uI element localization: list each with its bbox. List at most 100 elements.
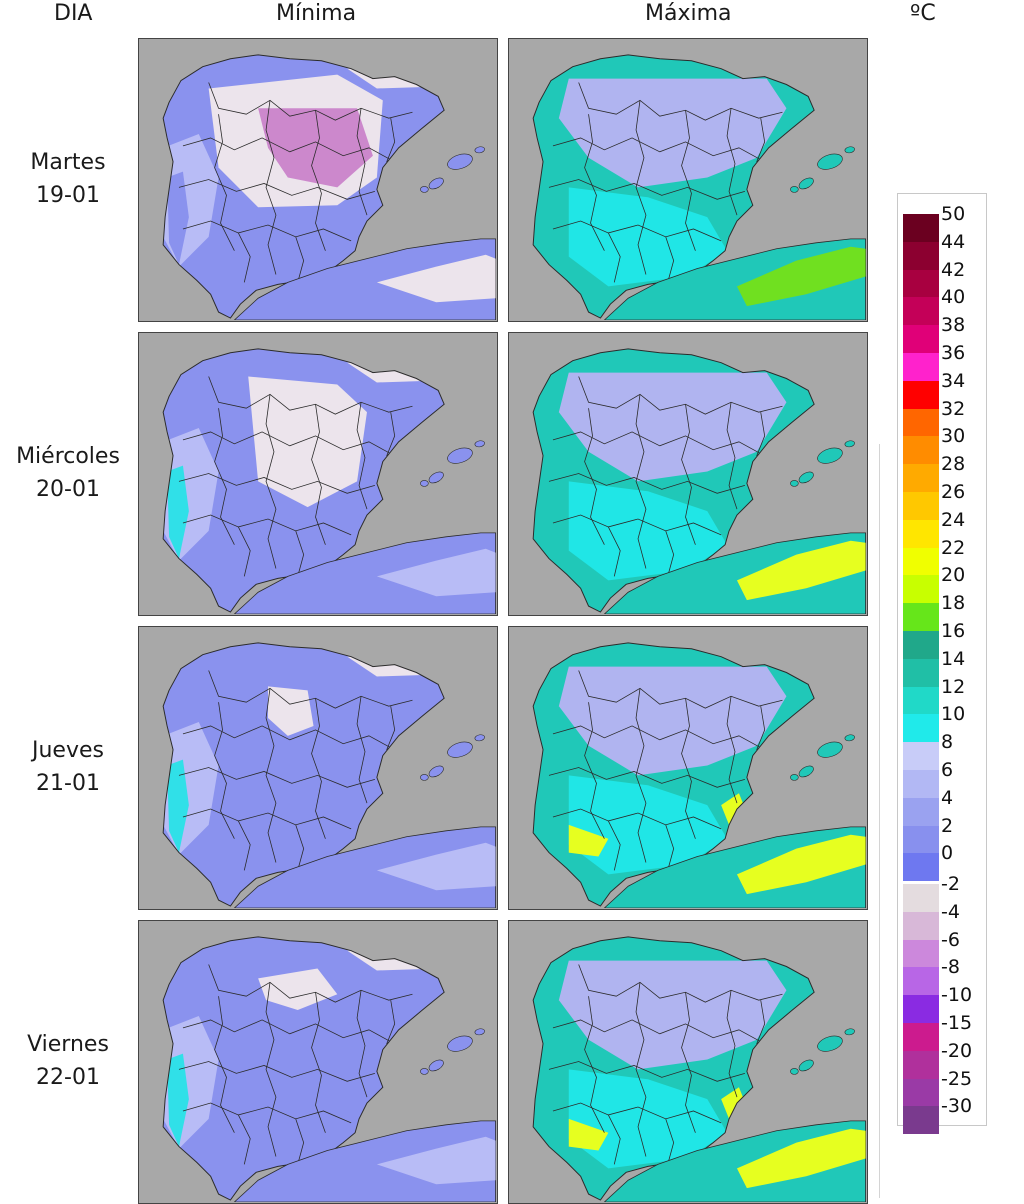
legend-swatch bbox=[903, 995, 939, 1024]
legend-label: 24 bbox=[941, 508, 966, 531]
balearic-island bbox=[428, 177, 444, 190]
legend-label: 0 bbox=[941, 842, 954, 865]
legend-swatch bbox=[903, 714, 939, 743]
legend-label: 34 bbox=[941, 369, 966, 392]
legend-label: 6 bbox=[941, 759, 954, 781]
legend-swatch bbox=[903, 939, 939, 968]
legend-label: 22 bbox=[941, 536, 966, 559]
balearic-island bbox=[474, 1028, 485, 1036]
legend-label: 30 bbox=[941, 425, 966, 448]
balearic-island bbox=[844, 734, 855, 742]
header-maximum: Máxima bbox=[645, 1, 732, 26]
minima-21-01 bbox=[139, 627, 496, 908]
balearic-island bbox=[798, 471, 814, 484]
balearic-island bbox=[790, 480, 799, 487]
legend-swatch bbox=[903, 325, 939, 354]
iberia-landmass bbox=[163, 936, 445, 1201]
legend-label: -8 bbox=[941, 956, 960, 979]
maxima-21-01 bbox=[509, 627, 866, 908]
legend-swatch bbox=[903, 770, 939, 798]
legend-swatch bbox=[903, 269, 939, 298]
legend-swatch bbox=[903, 884, 939, 912]
legend-swatch bbox=[903, 297, 939, 326]
legend-swatch bbox=[903, 825, 939, 854]
legend-label: 36 bbox=[941, 342, 966, 364]
legend-swatch bbox=[903, 464, 939, 493]
balearic-island bbox=[428, 765, 444, 778]
legend-swatch bbox=[903, 380, 939, 409]
legend-swatch bbox=[903, 853, 939, 882]
maxima-19-01 bbox=[509, 39, 866, 320]
minimum-temperature-map bbox=[138, 626, 498, 910]
maxima-20-01 bbox=[509, 333, 866, 614]
balearic-island bbox=[844, 146, 855, 154]
balearic-island bbox=[428, 471, 444, 484]
balearic-island bbox=[474, 146, 485, 154]
temperature-legend: 50 44 42 40 38 36 34 32 30 28 26 24 22 20 18 16 14 12 10 8 6… bbox=[897, 193, 987, 1135]
balearic-island bbox=[798, 765, 814, 778]
balearic-island bbox=[844, 1028, 855, 1036]
legend-swatch bbox=[903, 797, 939, 826]
balearic-island bbox=[817, 1035, 843, 1052]
legend-swatch bbox=[903, 241, 939, 270]
legend-swatch bbox=[903, 1078, 939, 1107]
day-label: Martes 19-01 bbox=[0, 146, 136, 212]
balearic-island bbox=[420, 774, 429, 781]
legend-swatch bbox=[903, 492, 939, 520]
minima-22-01 bbox=[139, 921, 496, 1202]
minima-19-01 bbox=[139, 39, 496, 320]
legend-label: -6 bbox=[941, 928, 960, 951]
legend-swatch bbox=[903, 1023, 939, 1051]
legend-label: 50 bbox=[941, 203, 966, 225]
legend-swatch bbox=[903, 1106, 939, 1135]
legend-label: 16 bbox=[941, 620, 966, 642]
balearic-island bbox=[790, 1068, 799, 1075]
legend-swatch bbox=[903, 658, 939, 687]
minimum-temperature-map bbox=[138, 920, 498, 1204]
legend-swatch bbox=[903, 353, 939, 381]
legend-swatch bbox=[903, 408, 939, 437]
legend-label: 18 bbox=[941, 592, 966, 615]
balearic-island bbox=[798, 1059, 814, 1072]
legend-swatch bbox=[903, 631, 939, 659]
balearic-island bbox=[420, 1068, 429, 1075]
legend-label: -2 bbox=[941, 873, 960, 895]
legend-swatch bbox=[903, 575, 939, 604]
legend-label: 44 bbox=[941, 230, 966, 253]
day-weekday: Viernes bbox=[27, 1032, 109, 1057]
legend-label: -4 bbox=[941, 900, 960, 923]
balearic-island bbox=[447, 1035, 473, 1052]
balearic-island bbox=[798, 177, 814, 190]
legend-label: 28 bbox=[941, 453, 966, 476]
legend-swatch bbox=[903, 742, 939, 771]
legend-swatch bbox=[903, 519, 939, 548]
maximum-temperature-map bbox=[508, 332, 868, 616]
day-label: Miércoles 20-01 bbox=[0, 440, 136, 506]
legend-label: 40 bbox=[941, 286, 966, 309]
legend-label: 12 bbox=[941, 675, 966, 698]
maximum-temperature-map bbox=[508, 38, 868, 322]
legend-label: 2 bbox=[941, 814, 954, 837]
legend-label: 8 bbox=[941, 731, 954, 754]
legend-swatch bbox=[903, 436, 939, 465]
maxima-22-01 bbox=[509, 921, 866, 1202]
balearic-island bbox=[420, 480, 429, 487]
balearic-island bbox=[790, 774, 799, 781]
legend-swatch bbox=[903, 603, 939, 632]
legend-label: 14 bbox=[941, 647, 966, 670]
legend-swatch bbox=[903, 967, 939, 996]
day-date: 19-01 bbox=[36, 183, 100, 208]
balearic-island bbox=[428, 1059, 444, 1072]
balearic-island bbox=[447, 447, 473, 464]
balearic-island bbox=[447, 153, 473, 170]
balearic-island bbox=[790, 186, 799, 193]
header-unit: ºC bbox=[910, 1, 936, 26]
balearic-island bbox=[447, 741, 473, 758]
minimum-temperature-map bbox=[138, 38, 498, 322]
balearic-island bbox=[817, 741, 843, 758]
legend-swatch bbox=[903, 686, 939, 715]
minimum-temperature-map bbox=[138, 332, 498, 616]
legend-label: 42 bbox=[941, 258, 966, 281]
legend-label: 26 bbox=[941, 481, 966, 503]
header-day: DIA bbox=[54, 1, 93, 26]
